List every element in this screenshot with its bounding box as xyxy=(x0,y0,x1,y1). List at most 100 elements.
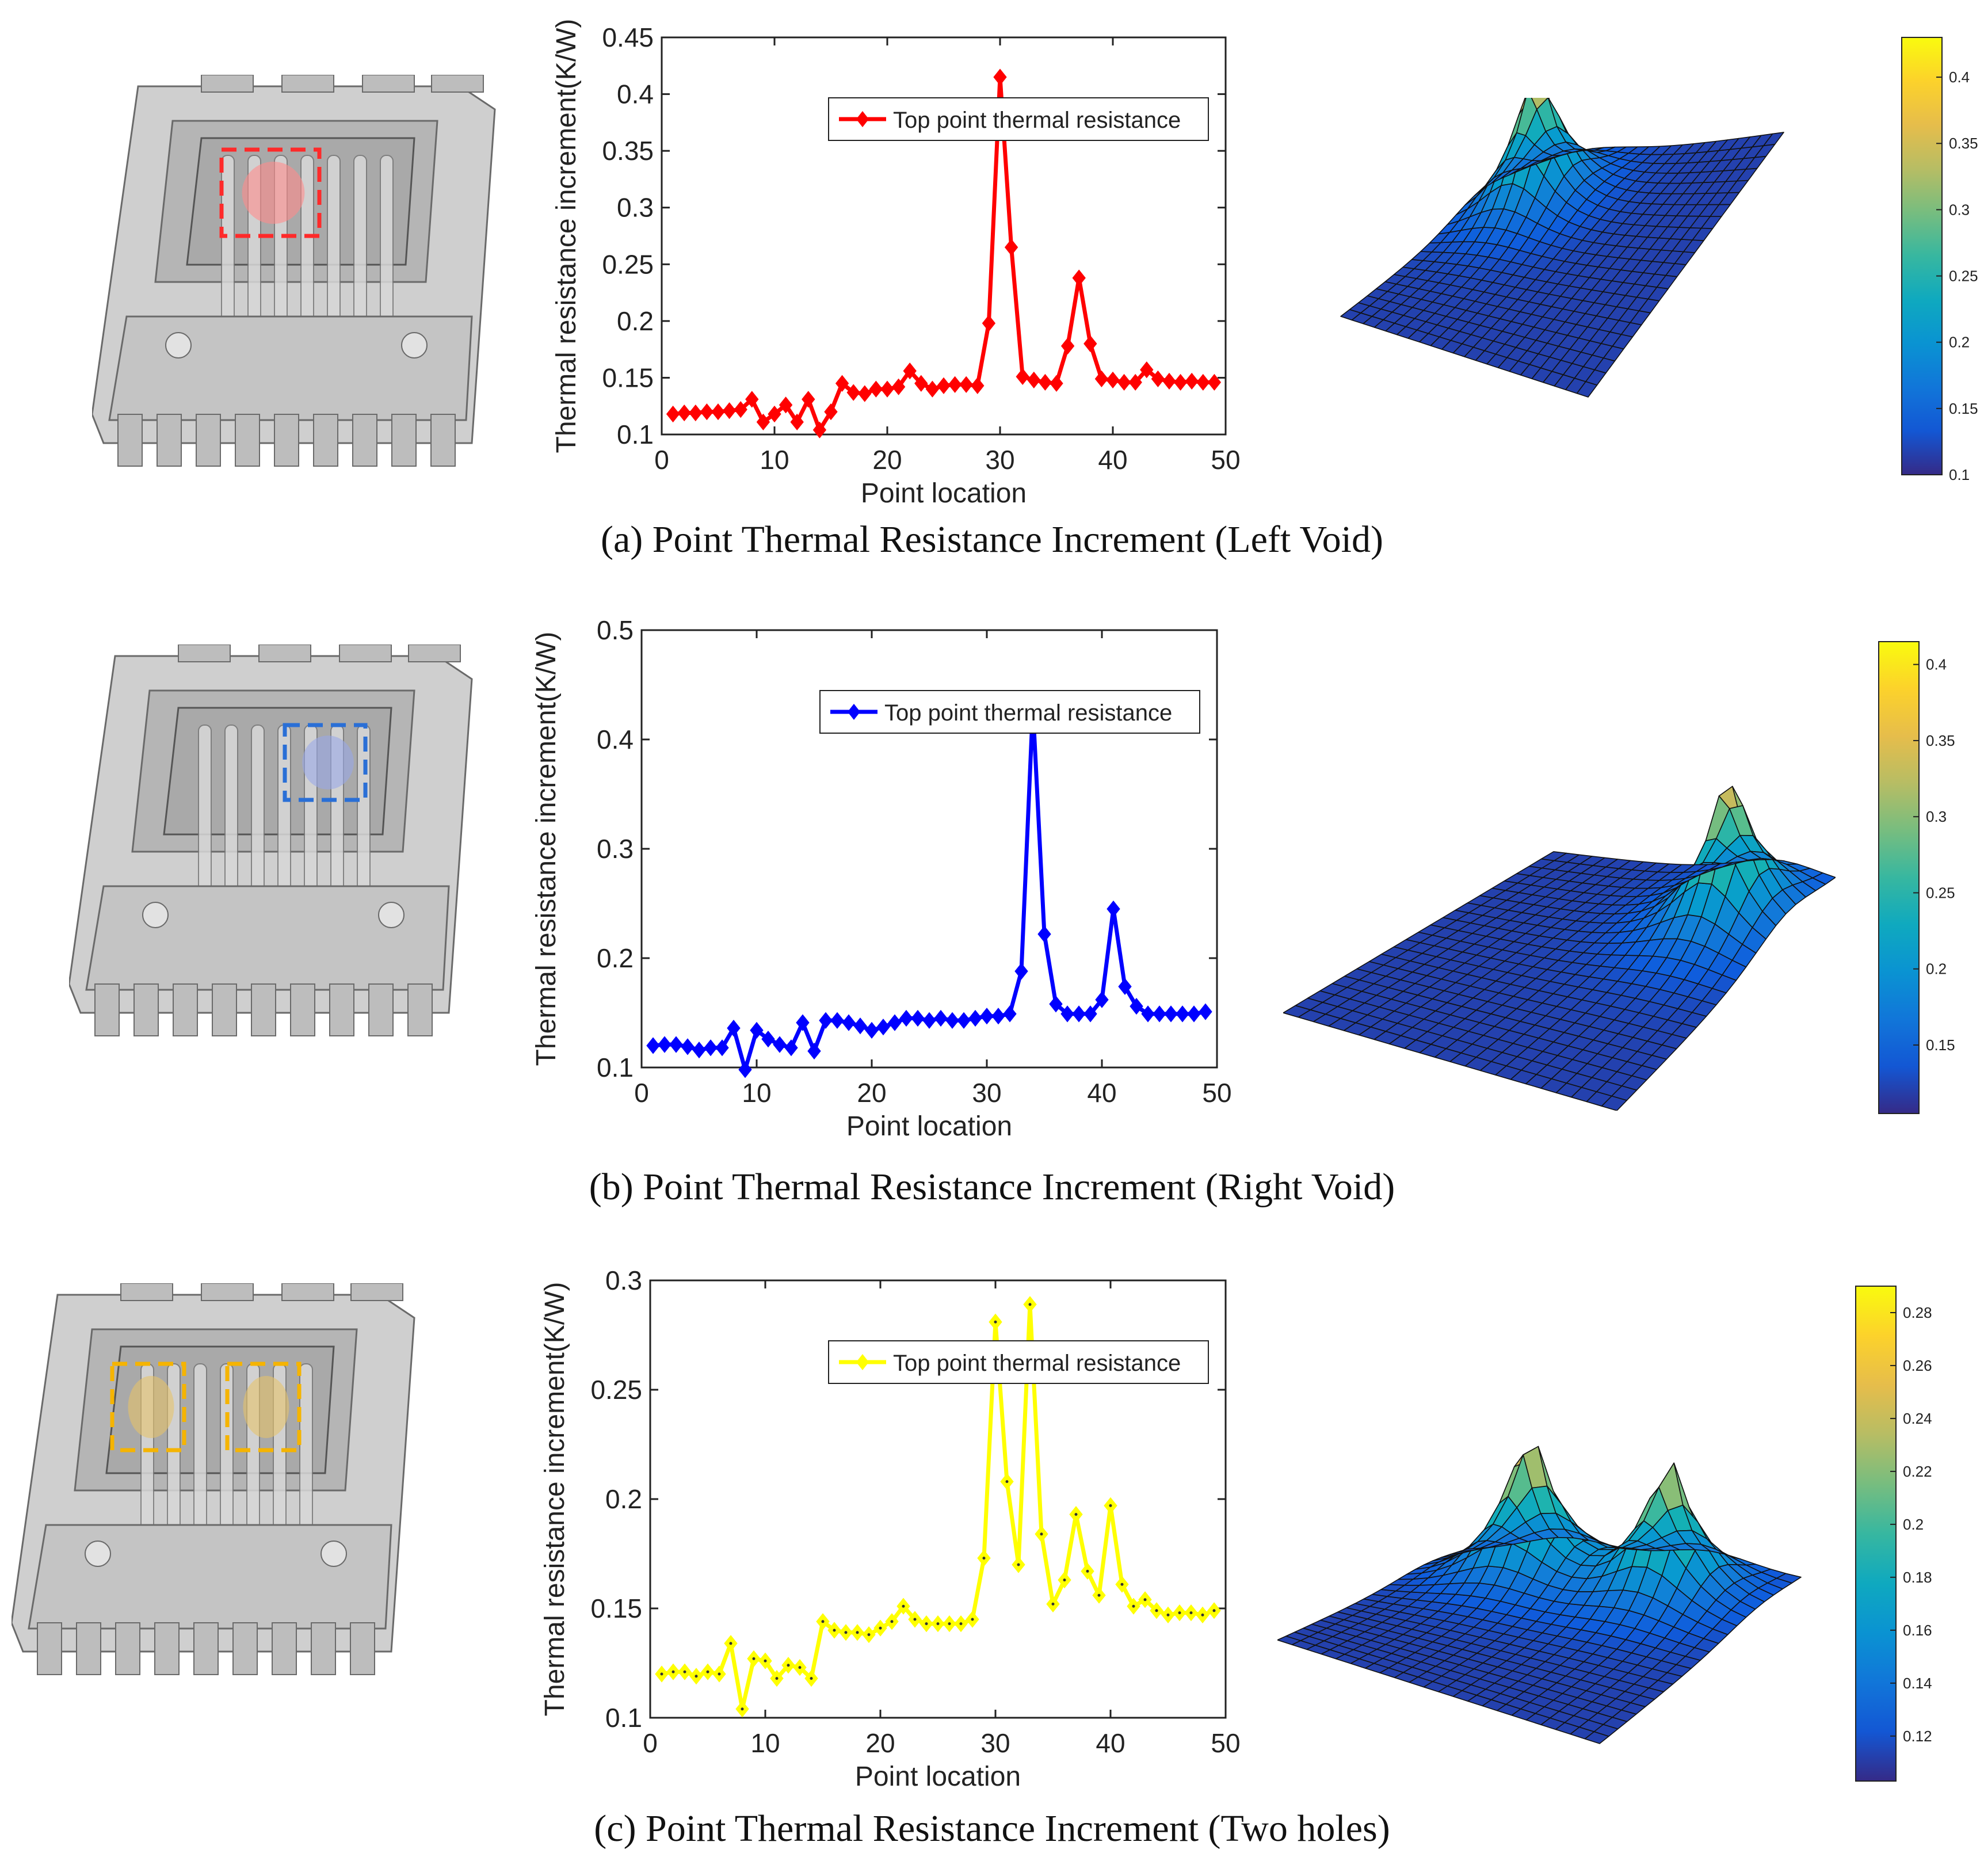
mount-hole-right xyxy=(378,902,405,928)
colorbar-tick-label: 0.3 xyxy=(1926,808,1947,825)
data-point xyxy=(1072,269,1086,287)
data-point xyxy=(1176,1005,1189,1023)
module-pin xyxy=(133,983,159,1036)
y-tick-label: 0.15 xyxy=(590,1593,642,1623)
data-point xyxy=(1060,337,1075,354)
data-point-center xyxy=(683,1670,686,1673)
data-point xyxy=(681,1038,695,1055)
module-pin xyxy=(368,983,394,1036)
data-point-center xyxy=(1017,1563,1020,1566)
data-point-center xyxy=(1132,1604,1135,1608)
x-tick-label: 50 xyxy=(1202,1078,1231,1108)
data-point-center xyxy=(764,1659,767,1663)
module-pin xyxy=(272,1622,297,1675)
module-top-tab xyxy=(201,75,254,93)
data-point xyxy=(790,413,804,430)
data-point xyxy=(1014,963,1028,980)
mount-hole-left xyxy=(85,1541,111,1567)
module-top-tab xyxy=(258,645,311,662)
data-point xyxy=(1060,1005,1074,1023)
surface-cell xyxy=(1776,1573,1802,1584)
y-tick-label: 0.2 xyxy=(597,943,634,973)
colorbar-tick-label: 0.15 xyxy=(1926,1036,1955,1054)
data-point xyxy=(1083,335,1097,352)
data-point-center xyxy=(821,1620,825,1623)
highlight-box xyxy=(283,723,368,802)
x-tick-label: 50 xyxy=(1211,1728,1240,1758)
data-point xyxy=(1153,1005,1166,1023)
highlight-box xyxy=(219,147,322,238)
data-point xyxy=(1049,996,1063,1013)
x-tick-label: 10 xyxy=(750,1728,780,1758)
module-pin xyxy=(154,1622,180,1675)
data-point-center xyxy=(913,1618,917,1621)
data-point-center xyxy=(948,1622,951,1626)
x-tick-label: 0 xyxy=(634,1078,649,1108)
data-point-center xyxy=(879,1626,882,1630)
legend-box xyxy=(828,97,1209,141)
data-point-center xyxy=(798,1666,802,1669)
data-point-center xyxy=(1178,1611,1181,1615)
data-point xyxy=(745,391,759,408)
data-point xyxy=(715,1039,729,1057)
module-pin xyxy=(274,414,299,467)
module-top-tab xyxy=(120,1283,173,1301)
data-point xyxy=(914,375,928,392)
data-point-center xyxy=(1086,1569,1089,1573)
data-point xyxy=(819,1012,833,1029)
legend-box xyxy=(819,690,1200,734)
module-model-a xyxy=(92,75,496,467)
x-tick-label: 0 xyxy=(643,1728,658,1758)
y-tick-label: 0.45 xyxy=(602,22,654,52)
data-point xyxy=(1187,1005,1201,1023)
data-point xyxy=(922,1012,936,1029)
data-point xyxy=(1094,370,1109,388)
module-top-tab xyxy=(281,1283,334,1301)
colorbar-tick-label: 0.2 xyxy=(1949,334,1970,351)
surface-mesh xyxy=(1277,1446,1802,1744)
data-point xyxy=(899,1009,913,1027)
y-axis-label: Thermal resistance increment(K/W) xyxy=(551,19,582,453)
data-point-center xyxy=(660,1672,663,1676)
module-lower-block xyxy=(108,315,473,421)
data-point-center xyxy=(810,1677,813,1680)
highlight-box xyxy=(110,1362,186,1452)
data-point xyxy=(689,404,703,422)
data-point-center xyxy=(671,1670,675,1673)
colorbar-tick-label: 0.25 xyxy=(1949,268,1978,285)
data-point xyxy=(1130,997,1143,1015)
y-tick-label: 0.3 xyxy=(617,193,654,223)
module-top-tab xyxy=(178,645,231,662)
data-point xyxy=(925,380,940,398)
data-point xyxy=(991,1008,1005,1025)
data-point xyxy=(768,405,781,423)
data-point-center xyxy=(718,1672,721,1676)
data-point-center xyxy=(1189,1611,1193,1615)
data-point xyxy=(677,404,691,422)
mount-hole-left xyxy=(142,902,169,928)
data-point xyxy=(948,376,962,393)
x-axis-label: Point location xyxy=(846,1111,1012,1142)
line-chart-b: 0 10 20 30 40 50 0.1 0.2 0.3 0.4 0.5 Point location… xyxy=(531,615,1232,1142)
x-tick-label: 20 xyxy=(872,445,902,475)
surface-plot-c xyxy=(1277,1446,1802,1744)
legend-marker xyxy=(848,704,860,720)
data-point-center xyxy=(1143,1598,1147,1602)
y-tick-label: 0.25 xyxy=(590,1375,642,1405)
data-point xyxy=(888,1014,902,1031)
data-point-center xyxy=(729,1642,732,1645)
data-point xyxy=(1003,1005,1017,1023)
data-point xyxy=(784,1039,798,1057)
data-point xyxy=(980,1008,994,1025)
module-pin xyxy=(407,983,433,1036)
module-pin xyxy=(352,414,377,467)
module-pin xyxy=(430,414,456,467)
colorbar-tick-label: 0.4 xyxy=(1926,656,1947,673)
y-tick-label: 0.15 xyxy=(602,363,654,392)
colorbar-tick-label: 0.2 xyxy=(1926,960,1947,978)
legend-label: Top point thermal resistance xyxy=(893,108,1181,133)
void-region xyxy=(302,735,354,790)
data-point xyxy=(646,1037,660,1054)
